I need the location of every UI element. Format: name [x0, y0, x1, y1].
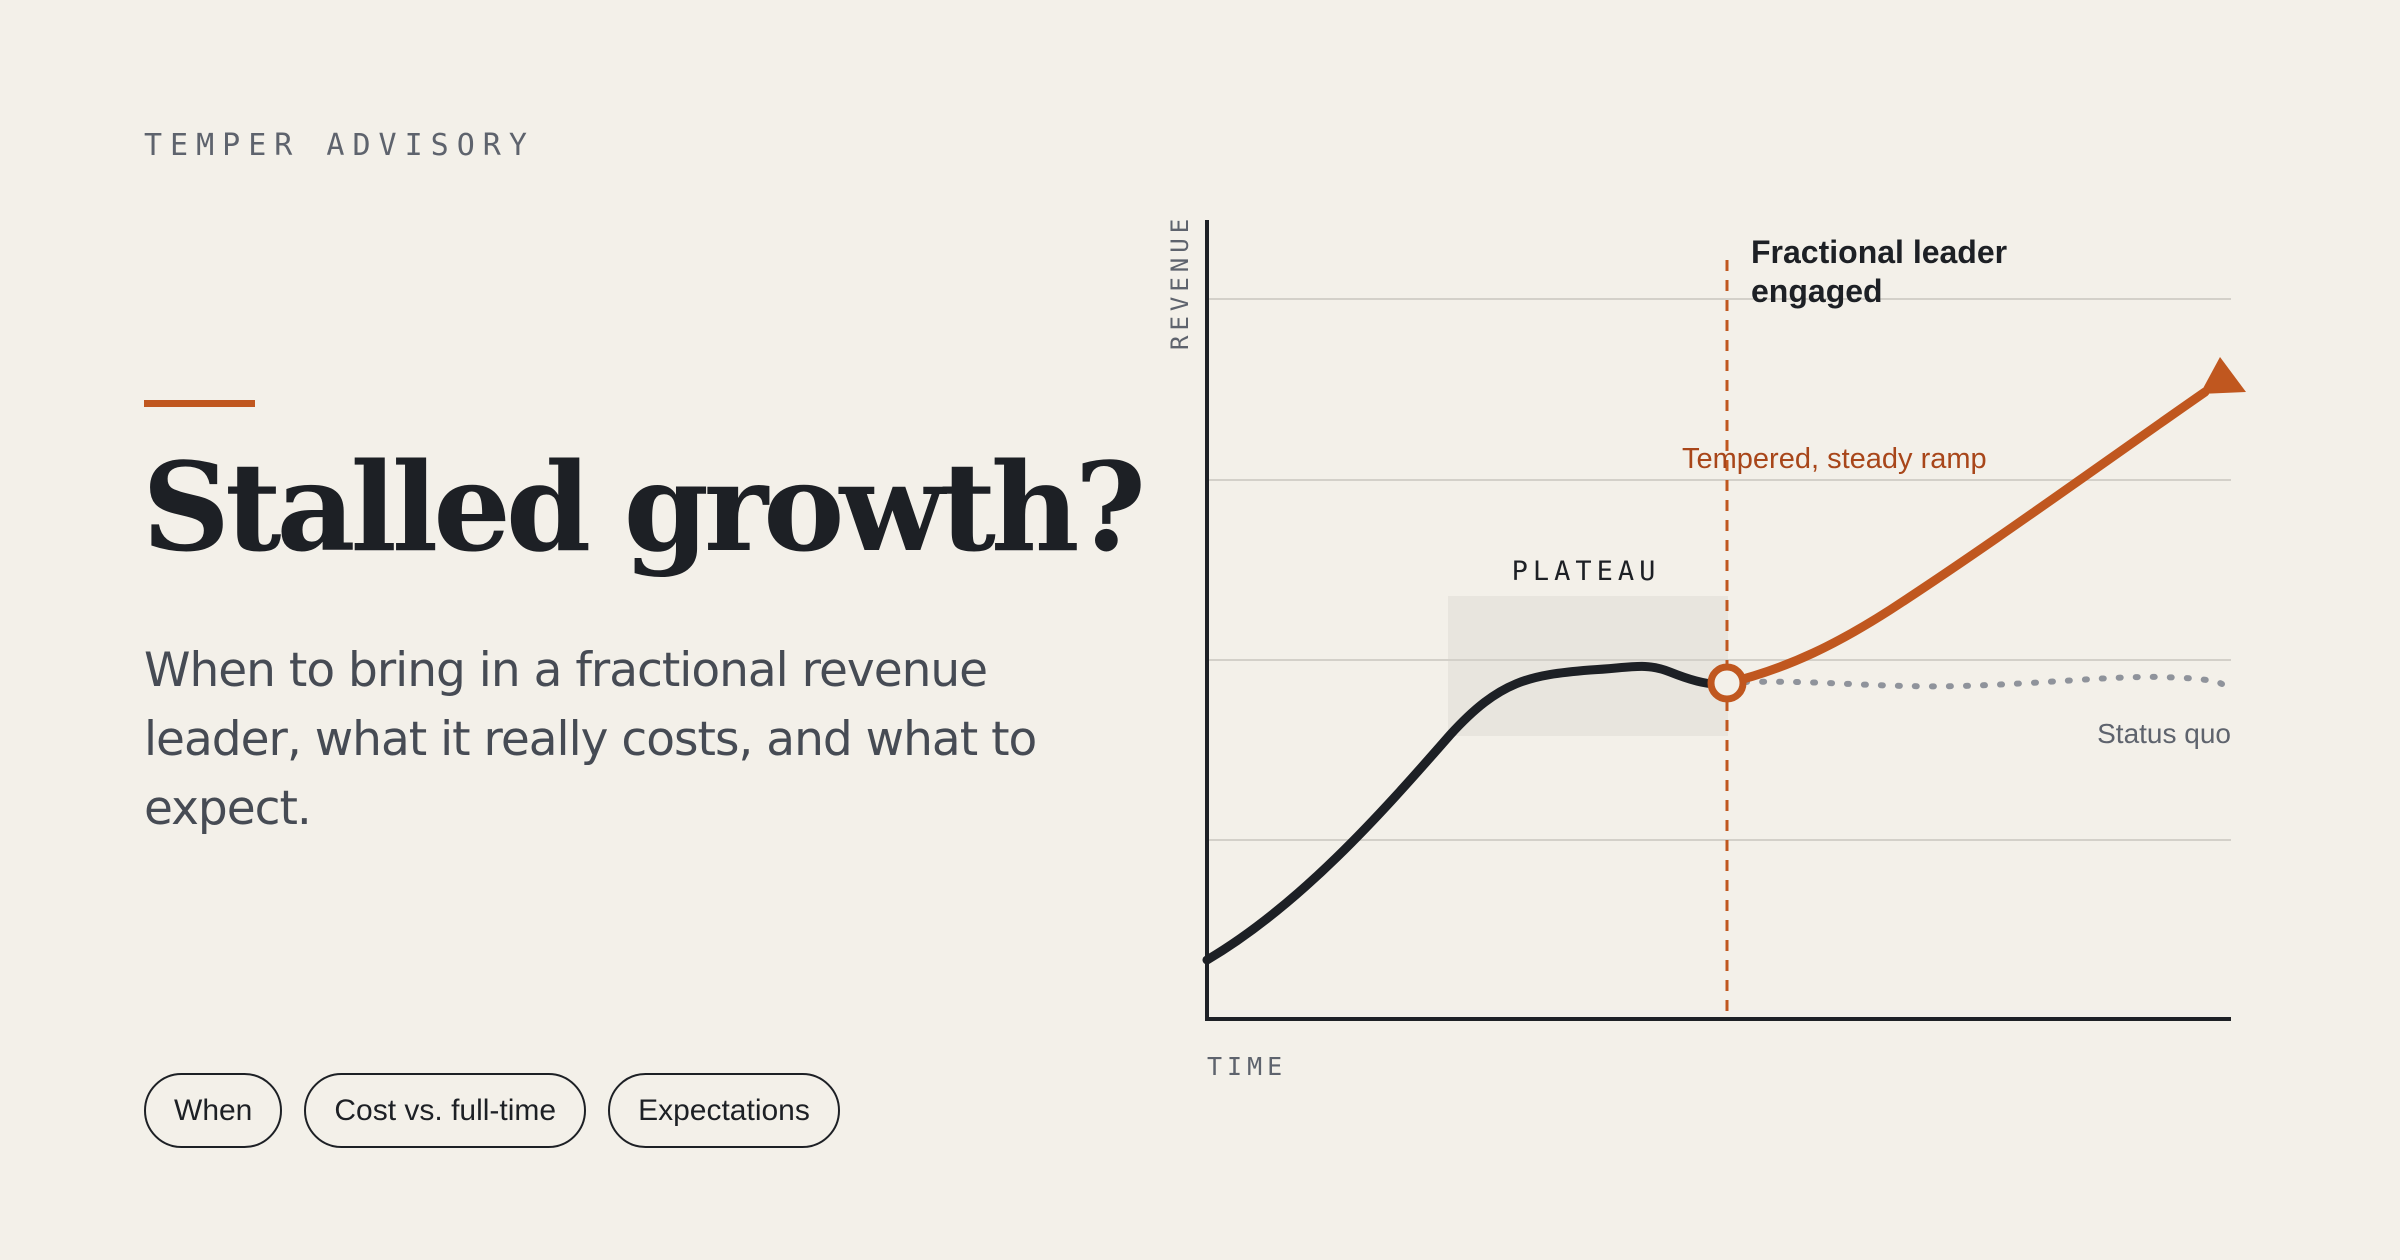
status-quo-label: Status quo: [2097, 718, 2231, 749]
x-axis-label: TIME: [1207, 1052, 1287, 1081]
plateau-label: PLATEAU: [1512, 556, 1661, 587]
gridlines: [1207, 298, 2231, 841]
pill-expectations[interactable]: Expectations: [608, 1073, 840, 1148]
page-title: Stalled growth?: [142, 435, 1146, 579]
pill-when[interactable]: When: [144, 1073, 283, 1148]
brand-name: TEMPER ADVISORY: [144, 128, 535, 163]
engagement-point: [1707, 663, 1747, 703]
ramp-arrowhead: [2200, 357, 2246, 394]
event-label-line-2: engaged: [1751, 273, 1883, 309]
subtitle: When to bring in a fractional revenue le…: [144, 643, 1037, 836]
historical-revenue-line: [1202, 661, 1721, 965]
pill-cost-vs-full-time[interactable]: Cost vs. full-time: [304, 1073, 587, 1148]
tempered-ramp-line: [1723, 387, 2210, 688]
status-quo-line: [1742, 673, 2225, 690]
accent-rule: [144, 400, 255, 407]
event-label-line-1: Fractional leader: [1751, 234, 2007, 270]
ramp-label: Tempered, steady ramp: [1682, 443, 1987, 475]
topic-pills: When Cost vs. full-time Expectations: [144, 1073, 840, 1148]
y-axis-label: REVENUE: [1166, 214, 1194, 350]
